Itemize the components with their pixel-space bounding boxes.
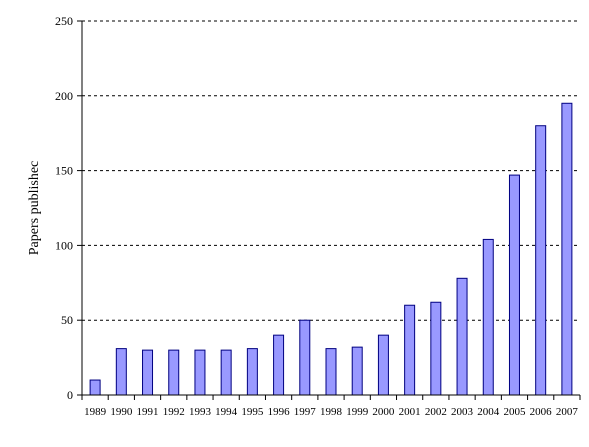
x-tick-label: 2002 [425,406,447,418]
x-tick-label: 2004 [477,406,500,418]
y-tick-labels: 0 50 100 150 200 250 [55,14,73,402]
y-tick-label: 50 [61,313,73,327]
x-tick-label: 1989 [84,406,107,418]
axes [77,20,581,400]
bar-2007 [561,102,573,396]
bar-2002 [430,301,442,396]
bar-1990 [115,348,127,396]
x-tick-label: 1999 [346,406,369,418]
x-tick-label: 1997 [294,406,317,418]
y-tick-label: 0 [67,388,73,402]
x-tick-label: 1996 [268,406,291,418]
x-tick-label: 1994 [215,406,238,418]
x-tick-label: 2003 [451,406,474,418]
x-tick-label: 1993 [189,406,212,418]
y-axis-title: Papers publishec [27,161,42,255]
bar-1997 [299,319,311,396]
y-tick-label: 150 [55,164,73,178]
bar-1998 [325,348,337,396]
x-tick-label: 2005 [503,406,526,418]
x-tick-labels: 1989 1990 1991 1992 1993 1994 1995 1996 1997 1998… [84,406,578,418]
bar-1992 [168,349,180,396]
bar-1999 [351,346,363,396]
gridlines [82,20,580,321]
x-tick-label: 1995 [241,406,264,418]
y-tick-label: 250 [55,14,73,28]
x-tick-label: 1991 [137,406,159,418]
bar-1996 [273,334,285,396]
bar-2004 [482,238,494,396]
x-tick-label: 1990 [110,406,133,418]
bar-1994 [220,349,232,396]
y-tick-label: 100 [55,238,73,252]
bar-2005 [508,174,520,396]
bar-1989 [89,379,101,396]
bar-1991 [142,349,154,396]
x-tick-label: 2007 [556,406,579,418]
bar-1995 [246,348,258,396]
x-tick-label: 1992 [163,406,185,418]
bar-2003 [456,277,468,396]
bar-2000 [377,334,389,396]
x-tick-label: 2001 [399,406,421,418]
bar-2001 [404,304,416,396]
bars [89,102,573,396]
x-tick-label: 2000 [372,406,395,418]
bar-1993 [194,349,206,396]
y-tick-label: 200 [55,89,73,103]
bar-2006 [535,125,547,396]
x-tick-label: 2006 [530,406,553,418]
x-tick-label: 1998 [320,406,343,418]
